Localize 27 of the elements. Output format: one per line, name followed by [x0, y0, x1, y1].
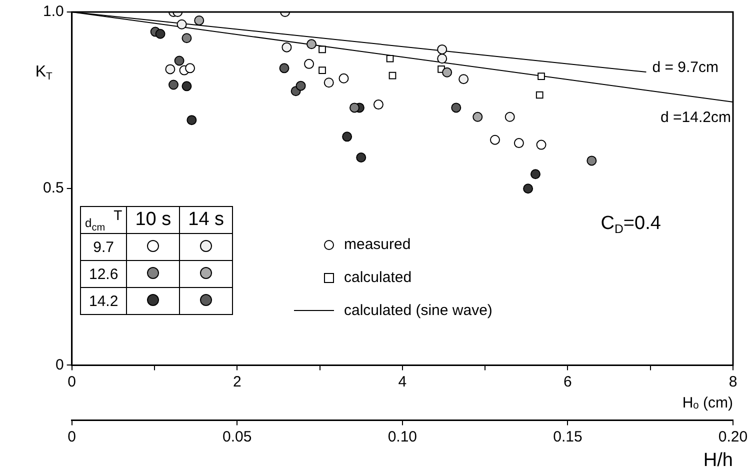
annotation: 10 s [126, 206, 180, 234]
annotation: T [114, 207, 122, 223]
x2-tick-label: 0.20 [718, 428, 748, 446]
x-tick-label: 0 [68, 373, 76, 390]
x2-tick-label: 0 [68, 428, 76, 446]
annotation: 9.7 [80, 234, 127, 260]
annotation: 14 s [180, 206, 233, 234]
y-tick-label: 0 [56, 356, 64, 374]
x2-tick-label: 0.10 [388, 428, 418, 446]
x-tick-label: 8 [728, 373, 738, 390]
y-tick-label: 0.5 [42, 180, 64, 197]
annotation: 12.6 [80, 260, 127, 288]
annotation: d = 9.7cm [652, 59, 719, 76]
x2-axis-title: H/h [703, 450, 733, 471]
y-tick-label: 1.0 [42, 3, 64, 20]
x-tick-label: 4 [398, 373, 407, 390]
x-axis-title: Hₒ (cm) [682, 394, 733, 412]
annotation: 14.2 [80, 288, 127, 314]
annotation: d$_{cm}$ [85, 216, 106, 233]
legend-label: measured [344, 236, 411, 253]
x2-tick-label: 0.05 [222, 428, 252, 446]
legend-label: calculated [344, 269, 412, 286]
x2-tick-label: 0.15 [553, 428, 582, 446]
annotation: d =14.2cm [660, 109, 732, 126]
x-tick-label: 6 [564, 373, 572, 390]
legend-label: calculated (sine wave) [344, 302, 492, 319]
x-tick-label: 2 [232, 373, 242, 390]
